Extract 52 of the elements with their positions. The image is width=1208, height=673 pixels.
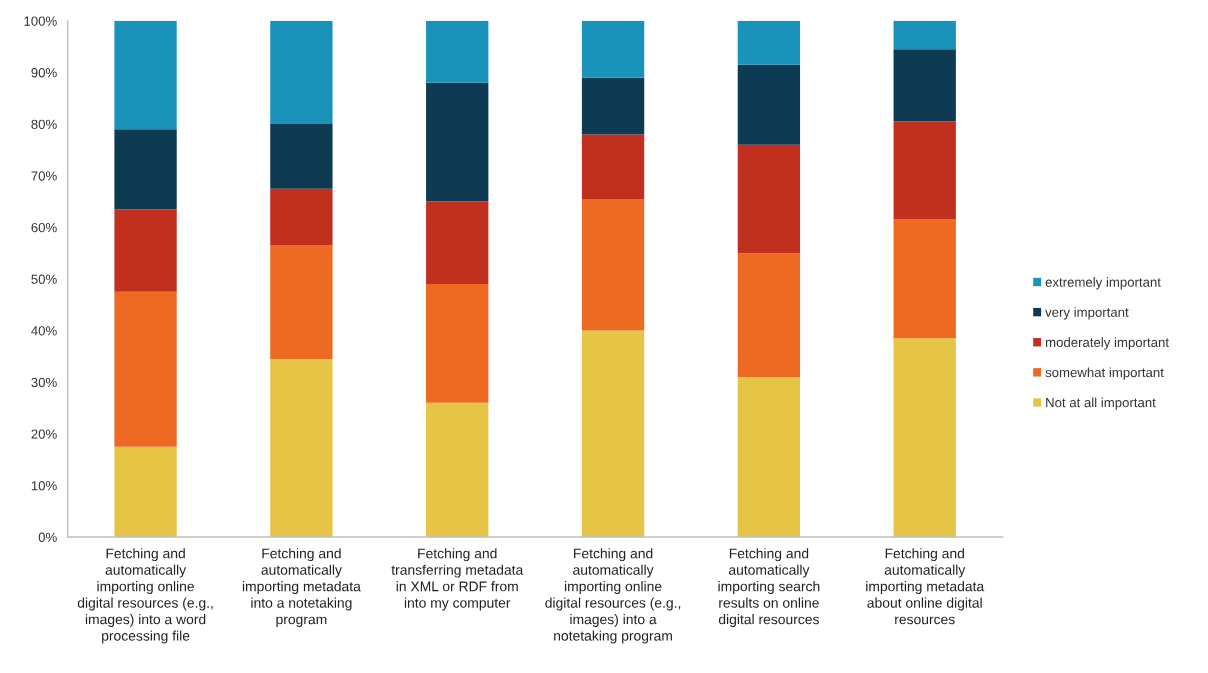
bar	[426, 402, 489, 538]
bar	[270, 188, 333, 246]
y-tick-label: 30%	[31, 377, 57, 388]
bar	[114, 20, 177, 130]
legend-label: extremely important	[1045, 277, 1161, 290]
bar	[737, 253, 801, 378]
bar	[270, 20, 333, 125]
bar	[114, 129, 177, 210]
bar	[114, 291, 177, 447]
bar	[893, 121, 956, 220]
y-tick-label: 40%	[31, 326, 57, 336]
legend-label: moderately important	[1045, 337, 1169, 350]
y-tick-label: 0%	[38, 532, 57, 542]
bar	[426, 201, 489, 285]
x-tick-label: Fetching and automatically importing online digital resources (e.g., images) into a word processing file	[77, 548, 213, 644]
bar	[426, 82, 489, 202]
bar	[893, 219, 956, 339]
x-tick-label: Fetching and automatically importing online digital resources (e.g., images) into a notetaking program	[545, 548, 681, 644]
y-tick-label: 70%	[31, 171, 57, 181]
legend-label: very important	[1045, 307, 1129, 320]
bar	[581, 198, 645, 331]
x-tick-label: Fetching and transferring metadata in XML or RDF from into my computer	[391, 548, 524, 611]
bar	[270, 245, 333, 359]
y-tick-label: 10%	[31, 481, 57, 491]
y-tick-label: 20%	[31, 429, 57, 439]
y-tick-label: 60%	[31, 222, 57, 233]
bar	[737, 377, 801, 538]
x-tick-label: Fetching and automatically importing metadata about online digital resources	[866, 548, 985, 625]
bar	[893, 338, 956, 538]
x-tick-label: Fetching and automatically importing search results on online digital resources	[718, 548, 820, 627]
y-tick-label: 90%	[31, 68, 57, 78]
bar	[114, 446, 177, 538]
bar	[893, 20, 956, 50]
y-tick-label: 80%	[31, 119, 57, 130]
y-tick-label: 100%	[24, 16, 57, 26]
bar	[270, 358, 333, 538]
legend-label: Not at all important	[1046, 397, 1156, 410]
bar	[893, 49, 956, 122]
bar	[270, 124, 333, 189]
bar	[581, 77, 645, 135]
bar	[737, 144, 801, 254]
y-tick-label: 50%	[31, 274, 57, 284]
bar	[581, 134, 645, 199]
bar	[114, 209, 177, 292]
bar	[426, 20, 489, 83]
bar	[581, 20, 645, 78]
bar	[426, 284, 489, 403]
bar	[737, 20, 801, 65]
bar	[581, 330, 645, 538]
legend-label: somewhat important	[1045, 367, 1164, 380]
bar	[737, 64, 801, 145]
x-tick-label: Fetching and automatically importing metadata into a notetaking program	[242, 548, 361, 627]
